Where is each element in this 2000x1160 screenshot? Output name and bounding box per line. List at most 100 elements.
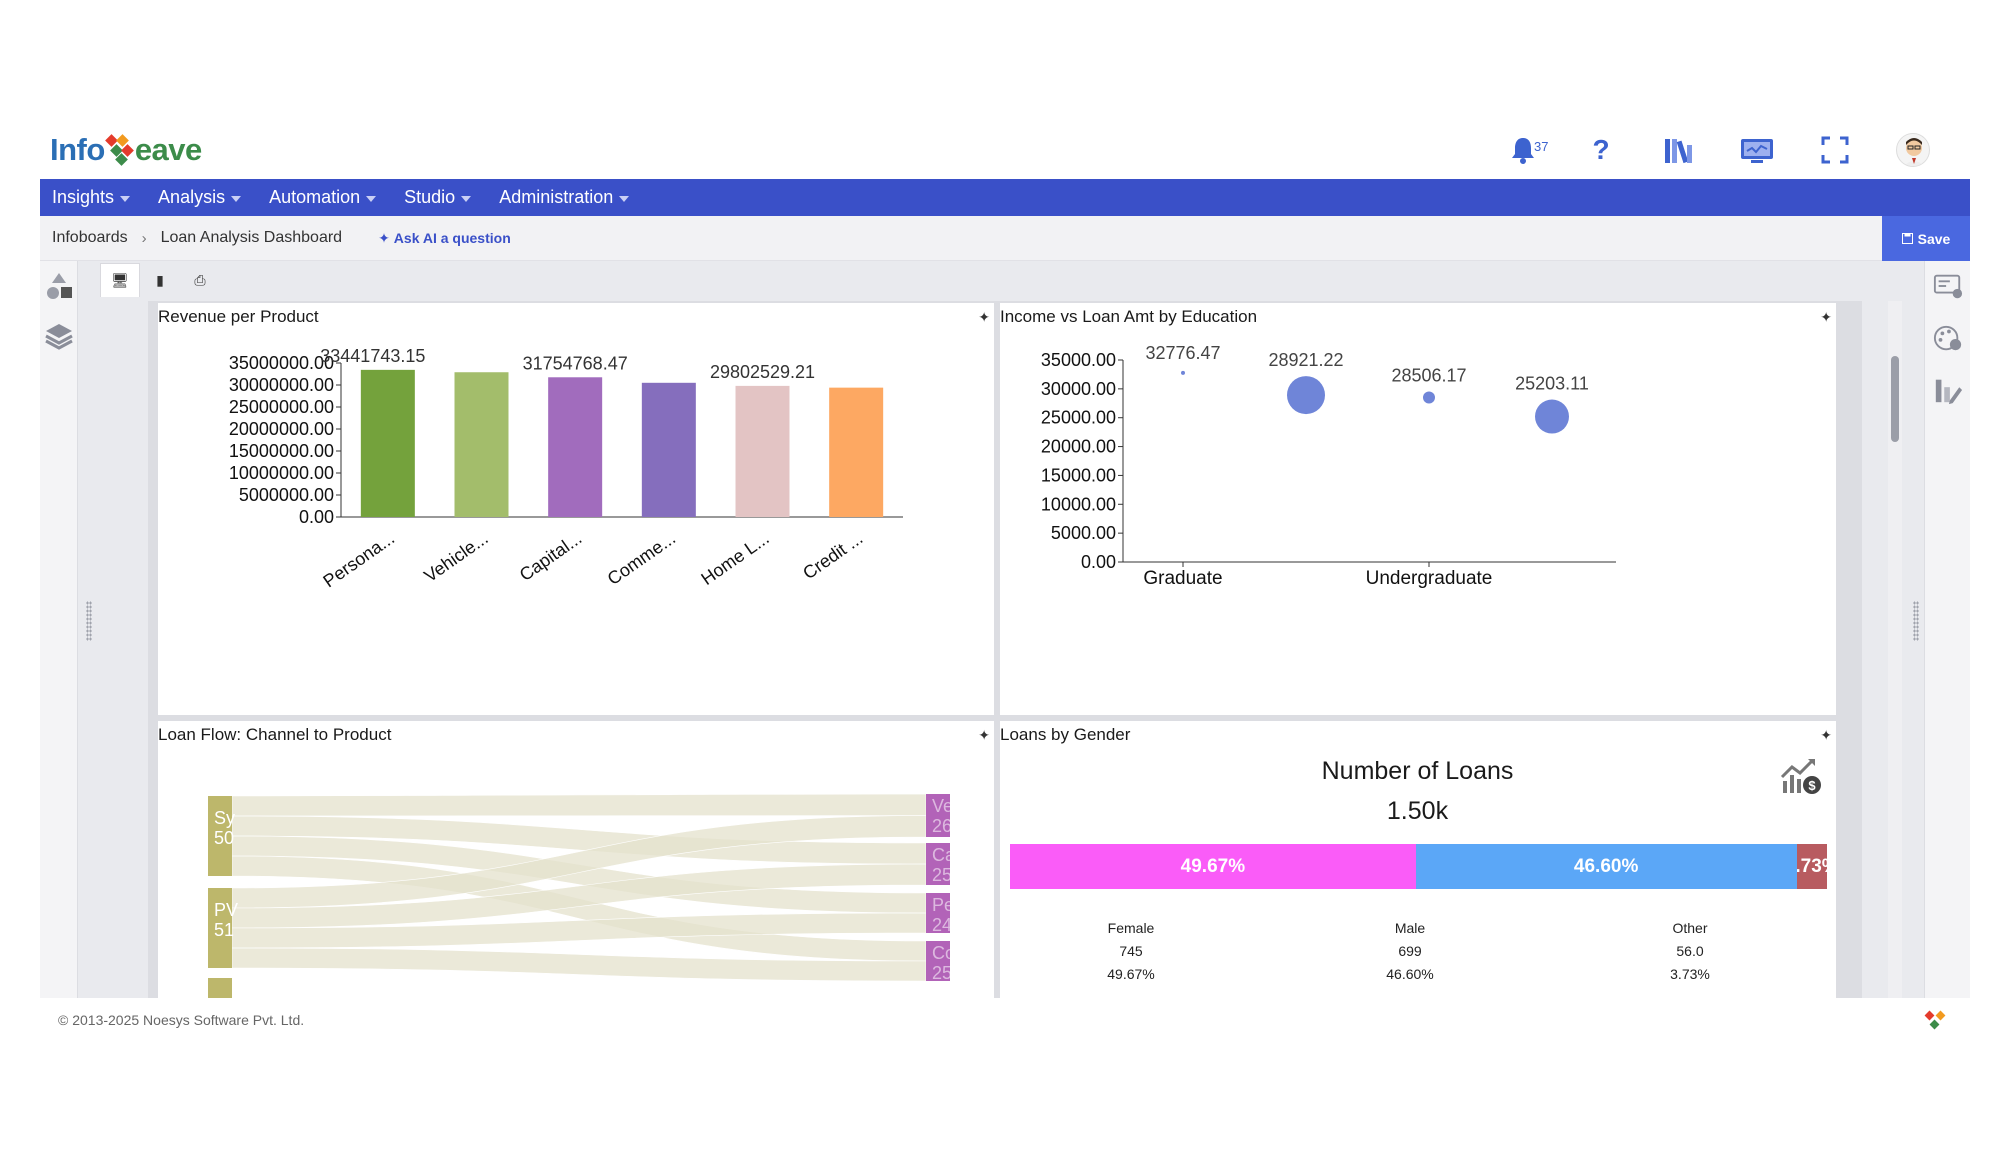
gender-bar-segment[interactable]: 49.67% (1010, 844, 1416, 889)
device-toolbar: 🖥 ▮ ⎙ (100, 263, 220, 297)
scatter-point (1535, 399, 1569, 434)
breadcrumb-current: Loan Analysis Dashboard (160, 229, 343, 246)
legend-percent: 49.67% (1107, 966, 1155, 982)
x-tick-label: Capital... (516, 528, 586, 585)
sparkle-icon[interactable]: ✦ (1820, 727, 1832, 743)
target-name: Person (932, 895, 989, 915)
gender-legend-item: Female 745 49.67% (1061, 917, 1201, 986)
library-button[interactable] (1662, 133, 1696, 167)
nav-analysis[interactable]: Analysis (158, 187, 242, 208)
desktop-icon: 🖥 (111, 272, 129, 288)
fullscreen-button[interactable] (1818, 133, 1852, 167)
legend-percent: 3.73% (1670, 966, 1710, 982)
source-value: 50 (214, 828, 234, 848)
sparkle-icon[interactable]: ✦ (1820, 309, 1832, 325)
sankey-target-node (926, 843, 950, 885)
x-tick-label: Graduate (1143, 568, 1222, 589)
y-tick-label: 20000000.00 (229, 419, 334, 439)
y-tick-label: 0.00 (1081, 552, 1116, 572)
gender-panel: Loans by Gender ✦ Number of Loans 1.50k … (1000, 721, 1836, 998)
data-label: 25203.11 (1515, 374, 1589, 394)
right-resize-grip[interactable] (1913, 601, 1919, 641)
dashboard-settings-icon[interactable] (1933, 271, 1963, 301)
y-tick-label: 10000000.00 (229, 463, 334, 483)
copyright: © 2013-2025 Noesys Software Pvt. Ltd. (58, 1012, 305, 1028)
scroll-thumb[interactable] (1891, 356, 1899, 442)
user-avatar[interactable] (1896, 133, 1930, 167)
y-tick-label: 35000.00 (1041, 350, 1116, 370)
nav-label: Analysis (158, 187, 226, 207)
target-name: Capita (932, 845, 985, 865)
logo-text-info: Info (50, 132, 105, 167)
sparkle-icon[interactable]: ✦ (978, 309, 990, 325)
question-icon: ? (1592, 134, 1610, 165)
mobile-view-button[interactable]: ▮ (140, 263, 180, 297)
source-value: 51 (214, 920, 234, 940)
scatter-point (1423, 391, 1435, 404)
monitor-icon (1741, 139, 1773, 163)
desktop-view-button[interactable]: 🖥 (100, 263, 140, 297)
source-name: PV (214, 900, 238, 920)
ask-ai-label: Ask AI a question (393, 230, 511, 246)
x-tick-label: Credit ... (799, 528, 866, 583)
legend-count: 699 (1398, 943, 1422, 959)
y-tick-label: 0.00 (299, 507, 334, 527)
notifications-button[interactable]: 37 (1506, 133, 1548, 167)
books-icon (1665, 139, 1692, 164)
data-label: 31754768.47 (523, 353, 628, 373)
floppy-icon (1901, 233, 1913, 244)
nav-studio[interactable]: Studio (404, 187, 472, 208)
scatter-point (1287, 376, 1325, 415)
revenue-panel: Revenue per Product ✦ 0.00 5000000.00 1000… (158, 303, 994, 715)
left-resize-grip[interactable] (86, 601, 92, 641)
y-tick-label: 20000.00 (1041, 437, 1116, 457)
header-icons: 37 ? (1506, 130, 1930, 170)
save-label: Save (1917, 230, 1951, 247)
infoweave-logo[interactable]: Info eave (50, 128, 202, 172)
y-tick-label: 30000000.00 (229, 375, 334, 395)
x-tick-label: Vehicle... (420, 528, 491, 586)
income-panel: Income vs Loan Amt by Education ✦ 0.00 50… (1000, 303, 1836, 715)
sankey-target-node (926, 941, 950, 981)
gender-legend-item: Male 699 46.60% (1340, 917, 1480, 986)
legend-name: Female (1107, 920, 1155, 936)
nav-automation[interactable]: Automation (269, 187, 377, 208)
monitor-button[interactable] (1740, 133, 1774, 167)
target-value: 244 (932, 915, 962, 935)
sankey-source-node (208, 978, 232, 998)
caret-down-icon (231, 195, 242, 202)
nav-administration[interactable]: Administration (499, 187, 630, 208)
ask-ai-link[interactable]: ✦ Ask AI a question (378, 230, 511, 247)
vertical-scrollbar[interactable] (1888, 301, 1902, 998)
legend-count: 56.0 (1676, 943, 1704, 959)
print-button[interactable]: ⎙ (180, 263, 220, 297)
sparkle-icon[interactable]: ✦ (978, 727, 990, 743)
x-tick-label: Undergraduate (1366, 568, 1493, 589)
caret-down-icon (120, 195, 131, 202)
palette-icon[interactable] (1933, 323, 1963, 353)
shapes-icon[interactable] (44, 271, 74, 301)
x-tick-label: Comme... (604, 528, 679, 589)
kpi-title: Number of Loans (1321, 757, 1514, 785)
nav-insights[interactable]: Insights (52, 187, 131, 208)
help-button[interactable]: ? (1584, 133, 1618, 167)
top-header: Info eave 37 ? (40, 120, 1970, 179)
legend-percent: 46.60% (1386, 966, 1434, 982)
layers-icon[interactable] (44, 321, 74, 351)
y-tick-label: 30000.00 (1041, 379, 1116, 399)
breadcrumb-infoboards[interactable]: Infoboards (52, 229, 128, 246)
y-tick-label: 5000.00 (1051, 523, 1116, 543)
footer: © 2013-2025 Noesys Software Pvt. Ltd. (40, 1000, 1970, 1040)
avatar-icon (1903, 138, 1925, 166)
right-rail (1924, 261, 1970, 998)
nav-label: Insights (52, 187, 115, 207)
save-button[interactable]: Save (1882, 216, 1970, 261)
chart-edit-icon[interactable] (1933, 375, 1963, 405)
app-window: Info eave 37 ? (40, 120, 1970, 1030)
gender-bar-segment[interactable]: 3.73% (1796, 844, 1827, 889)
growth-money-icon: $ (1780, 759, 1821, 794)
panel-title: Loans by Gender (1000, 725, 1131, 744)
gender-bar-segment[interactable]: 46.60% (1415, 844, 1797, 889)
y-tick-label: 35000000.00 (229, 353, 334, 373)
y-tick-label: 5000000.00 (239, 485, 334, 505)
